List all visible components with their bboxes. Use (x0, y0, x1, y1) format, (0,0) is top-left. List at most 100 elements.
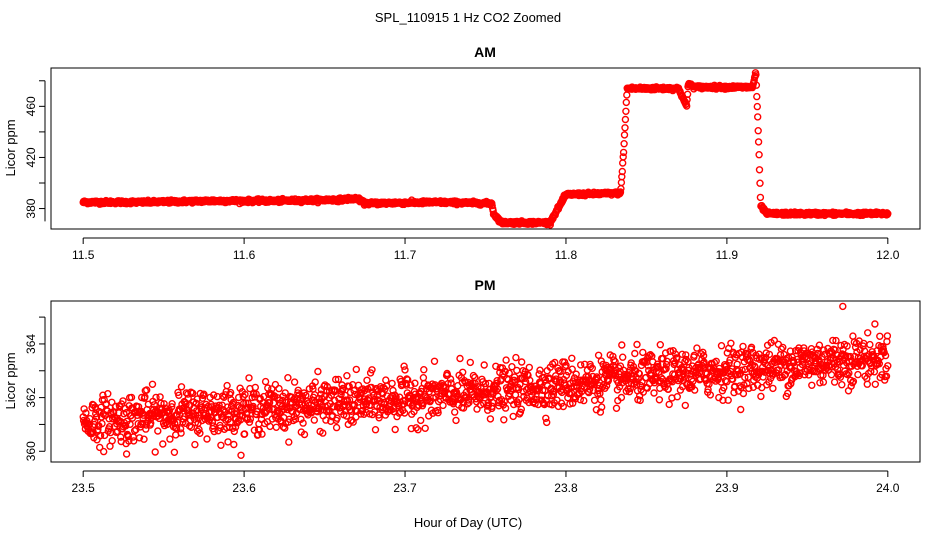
am-y-axis: 380 420 460 (24, 80, 46, 222)
am-x-tick-label: 11.8 (555, 248, 578, 262)
am-points (79, 69, 892, 229)
pm-data-point (839, 302, 847, 311)
pm-data-point (246, 415, 255, 423)
pm-data-point (863, 380, 871, 388)
pm-data-point (745, 384, 753, 393)
pm-data-point (598, 403, 606, 411)
pm-data-point (808, 381, 816, 389)
pm-data-point (610, 356, 618, 364)
pm-data-point (845, 369, 853, 377)
pm-data-point (252, 390, 260, 398)
pm-data-point (420, 366, 428, 374)
pm-data-point (662, 360, 671, 369)
pm-data-point (363, 376, 371, 384)
am-panel: AM 11.5 11.6 11.7 11.8 11.9 12.0 380 420 460 Li… (3, 44, 921, 262)
pm-data-point (678, 350, 686, 358)
pm-data-point (509, 412, 517, 421)
pm-data-point (699, 348, 707, 356)
pm-data-point (644, 362, 652, 370)
pm-data-point (231, 423, 240, 431)
pm-data-point (463, 400, 472, 408)
pm-data-point (237, 451, 245, 459)
pm-data-point (177, 429, 185, 437)
pm-data-point (655, 396, 664, 404)
pm-data-point (691, 386, 699, 394)
pm-data-point (590, 396, 599, 404)
pm-data-point (481, 379, 490, 388)
pm-y-axis: 360 362 364 (24, 316, 46, 461)
pm-data-point (582, 376, 591, 384)
am-plot-frame (50, 67, 921, 230)
pm-data-point (100, 431, 109, 440)
pm-data-point (712, 357, 720, 365)
pm-panel: PM 23.5 23.6 23.7 23.8 23.9 24.0 360 362 364 Li… (3, 277, 921, 495)
pm-data-point (419, 374, 428, 382)
pm-x-tick-label: 23.9 (715, 481, 739, 495)
pm-data-point (142, 425, 150, 433)
pm-data-point (881, 351, 890, 360)
pm-data-point (104, 390, 112, 398)
pm-data-point (297, 415, 305, 423)
pm-data-point (664, 385, 672, 393)
pm-data-point (166, 435, 174, 443)
pm-data-point (170, 448, 179, 456)
pm-data-point (215, 401, 223, 409)
pm-data-point (846, 352, 854, 361)
pm-data-point (224, 438, 232, 446)
am-y-tick-label: 380 (24, 198, 38, 218)
pm-data-point (210, 427, 218, 436)
pm-data-point (245, 418, 254, 426)
pm-data-point (597, 396, 605, 404)
pm-data-point (94, 426, 102, 434)
pm-data-point (226, 418, 235, 426)
pm-data-point (815, 341, 824, 349)
am-y-tick-label: 420 (24, 147, 38, 167)
pm-data-point (854, 370, 862, 379)
pm-data-point (843, 342, 851, 350)
pm-data-point (80, 405, 88, 413)
pm-data-point (417, 416, 425, 425)
pm-data-point (135, 434, 144, 442)
pm-data-point (99, 447, 108, 456)
pm-data-point (261, 409, 269, 417)
pm-data-point (779, 343, 787, 352)
pm-data-point (334, 375, 343, 384)
pm-data-point (611, 371, 620, 380)
pm-data-point (518, 358, 526, 366)
pm-data-point (875, 360, 883, 368)
pm-data-point (284, 374, 292, 382)
pm-x-tick-label: 23.8 (554, 481, 578, 495)
pm-data-point (471, 373, 479, 382)
am-data-point (618, 167, 626, 176)
pm-data-point (160, 400, 168, 408)
pm-data-point (814, 353, 822, 361)
pm-data-point (90, 420, 99, 429)
pm-data-point (151, 448, 159, 456)
pm-data-point (271, 380, 280, 389)
pm-data-point (543, 418, 551, 427)
pm-data-point (430, 357, 439, 365)
am-data-point (619, 153, 627, 161)
pm-data-point (736, 382, 744, 390)
pm-data-point (513, 366, 521, 375)
pm-data-point (743, 380, 751, 388)
am-data-point (754, 138, 763, 146)
pm-data-point (446, 375, 455, 383)
am-x-tick-label: 11.6 (233, 248, 256, 262)
pm-data-point (562, 371, 571, 380)
pm-data-point (456, 354, 464, 363)
pm-data-point (690, 351, 698, 359)
pm-data-point (744, 373, 752, 381)
pm-data-point (195, 425, 203, 434)
pm-data-point (562, 361, 570, 369)
pm-data-point (127, 393, 136, 402)
pm-data-point (173, 411, 181, 419)
pm-data-point (501, 367, 509, 376)
am-x-tick-label: 11.5 (72, 248, 95, 262)
pm-data-point (168, 400, 176, 408)
pm-data-point (592, 376, 600, 384)
pm-data-point (258, 430, 266, 438)
pm-data-point (617, 393, 626, 402)
pm-data-point (352, 365, 360, 374)
pm-data-point (836, 373, 845, 381)
